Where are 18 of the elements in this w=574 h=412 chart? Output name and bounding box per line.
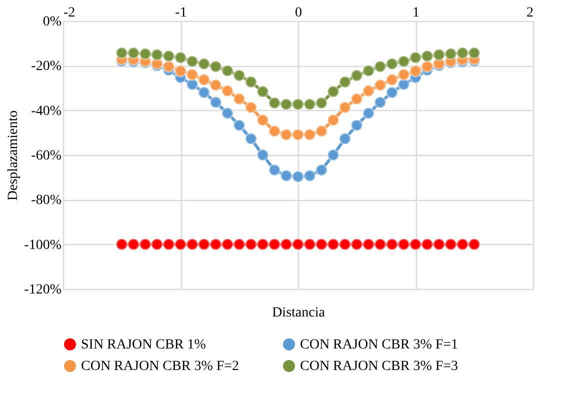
x-tick-label: -2 bbox=[64, 6, 76, 20]
x-tick-label: 0 bbox=[295, 6, 302, 20]
x-axis-title: Distancia bbox=[272, 306, 326, 320]
x-tick-label: 2 bbox=[526, 6, 534, 20]
legend-label: SIN RAJON CBR 1% bbox=[81, 337, 206, 352]
legend-label: CON RAJON CBR 3% F=3 bbox=[300, 359, 458, 374]
y-tick-label: -60% bbox=[31, 148, 62, 164]
y-tick-label: -80% bbox=[31, 193, 62, 208]
y-tick-label: -20% bbox=[31, 59, 62, 74]
y-tick-label: 0% bbox=[42, 14, 62, 30]
legend-label: CON RAJON CBR 3% F=1 bbox=[300, 337, 458, 352]
x-tick-label: 1 bbox=[412, 6, 420, 20]
y-tick-label: -40% bbox=[31, 104, 62, 119]
x-tick-label: -1 bbox=[175, 6, 187, 20]
y-tick-label: -100% bbox=[24, 238, 62, 253]
y-axis-title: Desplazamiento bbox=[6, 110, 22, 201]
y-tick-label: -120% bbox=[24, 282, 62, 298]
legend-label: CON RAJON CBR 3% F=2 bbox=[81, 359, 240, 374]
